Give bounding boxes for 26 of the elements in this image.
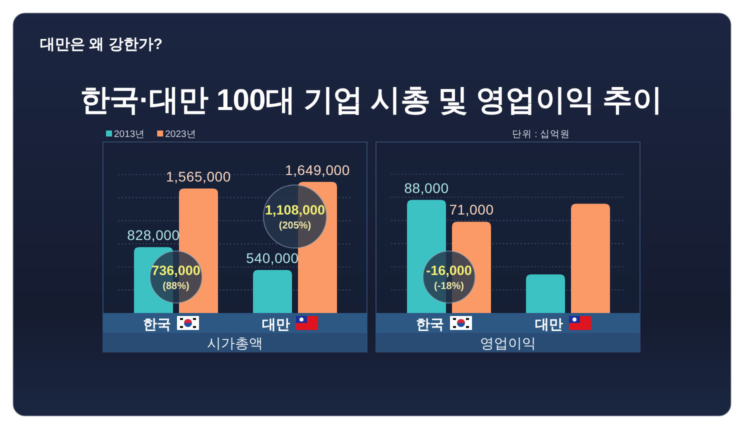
text: 단위 : 십억원 bbox=[512, 129, 570, 140]
data-label: 1,565,000 bbox=[166, 168, 231, 185]
x-tick-label: 대만 bbox=[262, 316, 290, 332]
legend-label: 2023년 bbox=[165, 129, 196, 140]
text: 한국·대만 100대 기업 시총 및 영업이익 추이 bbox=[80, 84, 662, 117]
x-tick-label: 한국 bbox=[416, 316, 444, 332]
x-tick-label: 한국 bbox=[143, 316, 171, 332]
data-label: 540,000 bbox=[246, 250, 299, 266]
bar bbox=[526, 274, 565, 313]
text: 영업이익 bbox=[480, 335, 536, 351]
annotation: -16,000 (-18%) bbox=[422, 250, 476, 304]
annotation: 1,108,000 (205%) bbox=[262, 184, 328, 249]
data-label: 71,000 bbox=[449, 202, 494, 218]
bar bbox=[571, 204, 610, 313]
data-label: 88,000 bbox=[404, 180, 449, 196]
data-label: 1,649,000 bbox=[285, 162, 350, 178]
text: 시가총액 bbox=[207, 335, 263, 351]
x-tick-label: 대만 bbox=[535, 316, 563, 332]
legend-label: 2013년 bbox=[114, 129, 146, 140]
bar bbox=[253, 270, 292, 313]
annotation: -16,000 (-18%) bbox=[426, 263, 472, 292]
annotation: 736,000 (88%) bbox=[152, 263, 200, 292]
annotation: 736,000 (88%) bbox=[150, 250, 202, 304]
annotation: 1,108,000 (205%) bbox=[264, 202, 326, 232]
text: 대만은 왜 강한가? bbox=[40, 36, 162, 53]
data-label: 828,000 bbox=[127, 227, 180, 244]
